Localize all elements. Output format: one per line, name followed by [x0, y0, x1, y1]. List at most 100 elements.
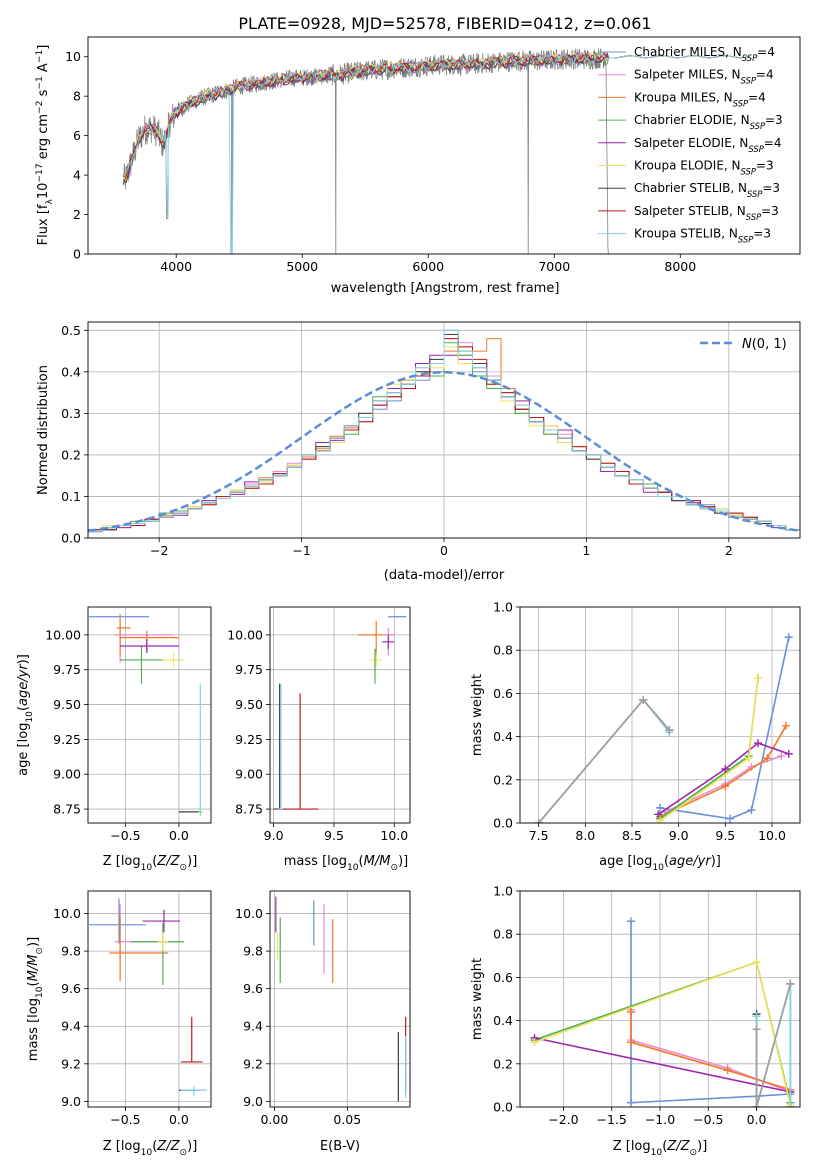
weight-marker	[752, 1012, 761, 1021]
tick-label-x: −2.0	[548, 1112, 578, 1127]
tick-label-x: 9.5	[715, 828, 735, 843]
x-axis-label: age [log10(age/yr)]	[599, 854, 721, 873]
weight-marker	[754, 739, 762, 748]
legend-label: Chabrier ELODIE, NSSP=3	[634, 113, 783, 131]
tick-label-x: 8000	[664, 259, 696, 274]
label-part: )]	[16, 654, 31, 664]
axes-frame-spectrum	[87, 36, 801, 255]
tick-label-x: 8.5	[622, 828, 642, 843]
label-part: =3	[765, 113, 783, 127]
label-part: (data-model)/error	[384, 568, 505, 583]
tick-label-y: 0.2	[493, 772, 513, 787]
legend-label: Salpeter STELIB, NSSP=3	[634, 204, 779, 222]
tick-label-y: 9.00	[53, 767, 81, 782]
tick-label-x: 8.0	[575, 828, 595, 843]
tick-label-x: −0.5	[110, 828, 140, 843]
label-part: age [log	[16, 723, 31, 776]
plot-area-weight_vs_Z	[530, 917, 795, 1107]
tick-label-y: 0	[73, 247, 81, 262]
tick-label-y: 9.2	[61, 1056, 81, 1071]
tick-label-x: 0.05	[333, 1112, 361, 1127]
tick-label-x: −1	[292, 543, 310, 558]
model-spectrum-line	[123, 50, 750, 254]
legend-label: Kroupa MILES, NSSP=4	[634, 90, 766, 108]
weight-marker	[656, 816, 664, 823]
weight-marker	[656, 803, 664, 812]
label-part: Flux [f	[36, 204, 51, 245]
tick-label-y: 1.0	[493, 600, 513, 615]
label-part: Normed distribution	[36, 365, 51, 495]
plot-area-age_vs_mass	[273, 616, 407, 810]
tick-label-x: 0.0	[747, 1112, 767, 1127]
x-axis-label: mass [log10(M/M⊙)]	[284, 854, 408, 873]
tick-label-x: 2	[725, 543, 733, 558]
weight-series-line	[664, 755, 782, 813]
x-axis-label: Z [log10(Z/Z⊙)]	[103, 854, 198, 873]
label-part: (	[26, 981, 41, 986]
tick-label-y: 9.0	[61, 1094, 81, 1109]
label-part: (0, 1)	[752, 337, 787, 352]
label-part: SSP	[746, 212, 762, 222]
plot-area-age_vs_Z	[89, 613, 203, 817]
tick-label-x: −1.0	[645, 1112, 675, 1127]
tick-label-y: 9.00	[235, 767, 263, 782]
label-part: SSP	[738, 235, 754, 245]
tick-label-x: 6000	[412, 259, 444, 274]
weight-marker	[786, 1103, 795, 1107]
tick-label-y: 0.5	[61, 323, 81, 338]
label-part: Salpeter ELODIE, N	[634, 136, 748, 150]
tick-label-y: 9.4	[61, 1019, 81, 1034]
plot-area-spectrum	[122, 48, 750, 254]
label-part: =3	[753, 227, 771, 241]
tick-label-y: 8.75	[53, 802, 81, 817]
label-part: Kroupa MILES, N	[634, 90, 733, 104]
tick-label-y: 8.75	[235, 802, 263, 817]
axes-weight_vs_Z: −2.0 −1.5 −1.0 −0.5 0.0 0.0 0.2 0.4 0.6 0.8 1.0 Z […	[470, 884, 801, 1158]
axes-frame-residuals	[87, 321, 801, 539]
label-part: −2	[35, 101, 45, 114]
weight-series-line	[659, 637, 790, 820]
x-axis-label: E(B-V)	[320, 1139, 360, 1154]
label-part: ⊙	[35, 947, 45, 955]
tick-label-y: 2	[73, 207, 81, 222]
tick-label-x: −0.5	[693, 1112, 723, 1127]
legend-label: Chabrier STELIB, NSSP=3	[634, 181, 780, 199]
label-part: ⊙	[690, 1148, 698, 1158]
y-axis-label: mass weight	[470, 674, 485, 756]
plot-area-mass_vs_Z	[89, 898, 207, 1096]
label-part: 10	[652, 863, 664, 873]
label-part: SSP	[742, 53, 758, 63]
x-axis-label: (data-model)/error	[384, 568, 505, 583]
label-part: Chabrier STELIB, N	[634, 181, 747, 195]
tick-label-y: 9.0	[243, 1094, 263, 1109]
axes-frame-mass_vs_ebv	[269, 890, 411, 1108]
tick-label-y: 0.8	[493, 927, 513, 942]
label-part: Z/Z	[156, 854, 180, 869]
label-part: (	[664, 854, 669, 869]
axes-residuals: −2 −1 0 1 2 0.0 0.1 0.2 0.3 0.4 0.5 N(0, 1) (data-mo…	[36, 321, 801, 583]
label-part: Z [log	[613, 1139, 651, 1154]
weight-marker	[786, 979, 795, 988]
tick-label-y: 0.4	[493, 1013, 513, 1028]
legend-label: Kroupa ELODIE, NSSP=3	[634, 159, 774, 177]
tick-label-x: 9.0	[669, 828, 689, 843]
tick-label-x: −2	[150, 543, 168, 558]
label-part: s	[36, 89, 51, 100]
axes-spectrum: 4000 5000 6000 7000 8000 0 2 4 6 8 10 Chabrier MILE…	[35, 36, 801, 296]
weight-marker	[784, 633, 793, 642]
weight-marker	[777, 752, 786, 761]
plot-area-residuals	[88, 329, 800, 538]
label-part: mass [log	[26, 998, 41, 1061]
weight-marker	[763, 754, 772, 763]
axes-frame-mass_vs_Z	[87, 890, 212, 1108]
label-part: −1	[35, 76, 45, 89]
weight-marker	[627, 1007, 636, 1016]
legend-label: Kroupa STELIB, NSSP=3	[634, 227, 771, 245]
axes-frame-weight_vs_Z	[519, 890, 801, 1108]
label-part: Kroupa STELIB, N	[634, 227, 738, 241]
label-part: −1	[35, 50, 45, 63]
tick-label-x: 5000	[286, 259, 318, 274]
x-axis-label: wavelength [Angstrom, rest frame]	[331, 281, 560, 296]
